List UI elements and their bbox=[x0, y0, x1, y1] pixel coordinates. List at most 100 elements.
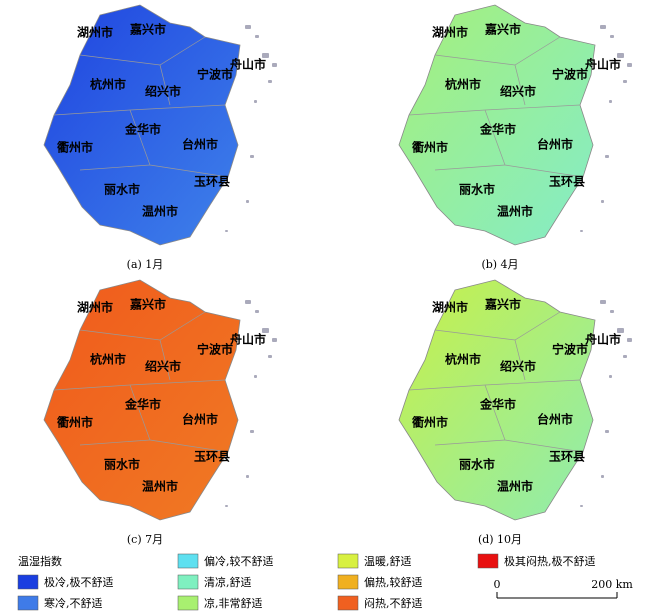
city-label: 台州市 bbox=[537, 137, 573, 152]
island bbox=[627, 338, 632, 342]
legend-label: 闷热,不舒适 bbox=[364, 596, 423, 610]
island bbox=[246, 475, 249, 478]
border bbox=[434, 439, 506, 446]
city-label: 嘉兴市 bbox=[129, 297, 166, 312]
island bbox=[245, 25, 251, 29]
city-label: 舟山市 bbox=[585, 332, 621, 347]
city-label: 台州市 bbox=[182, 412, 218, 427]
city-label: 湖州市 bbox=[432, 25, 468, 40]
island bbox=[225, 505, 228, 507]
city-label: 杭州市 bbox=[445, 352, 481, 367]
province-area bbox=[43, 279, 241, 521]
city-label: 衢州市 bbox=[412, 140, 448, 155]
legend-swatch bbox=[337, 595, 359, 611]
island bbox=[580, 230, 583, 232]
city-label: 衢州市 bbox=[57, 140, 93, 155]
island bbox=[601, 200, 604, 203]
city-label: 杭州市 bbox=[90, 352, 126, 367]
island bbox=[254, 375, 257, 378]
city-label: 嘉兴市 bbox=[129, 22, 166, 37]
city-label: 玉环县 bbox=[549, 175, 585, 189]
city-label: 湖州市 bbox=[77, 25, 113, 40]
legend-label: 凉,非常舒适 bbox=[204, 596, 263, 610]
province-area bbox=[398, 279, 596, 521]
city-label: 舟山市 bbox=[585, 57, 621, 72]
city-label: 温州市 bbox=[497, 479, 533, 494]
city-label: 丽水市 bbox=[459, 182, 495, 197]
island bbox=[272, 338, 277, 342]
legend-label: 偏热,较舒适 bbox=[364, 575, 423, 589]
city-label: 杭州市 bbox=[90, 77, 126, 92]
city-label: 衢州市 bbox=[412, 415, 448, 430]
island bbox=[262, 53, 269, 58]
province-area bbox=[398, 4, 596, 246]
panel-caption: (b) 4月 bbox=[481, 258, 518, 271]
maps: 湖州市 嘉兴市舟山市杭州市宁波市绍兴市金华市衢州市 台州市丽水市玉环县温州市湖州市嘉… bbox=[43, 4, 632, 521]
city-label: 金华市 bbox=[479, 122, 516, 137]
city-label: 温州市 bbox=[142, 204, 178, 219]
legend-label: 极其闷热,极不舒适 bbox=[504, 554, 596, 568]
panel-caption: (a) 1月 bbox=[127, 258, 164, 271]
island bbox=[623, 355, 627, 358]
island bbox=[627, 63, 632, 67]
island bbox=[623, 80, 627, 83]
city-label: 宁波市 bbox=[552, 67, 588, 82]
city-label: 宁波市 bbox=[552, 342, 588, 357]
island bbox=[268, 355, 272, 358]
city-label: 嘉兴市 bbox=[484, 297, 521, 312]
border bbox=[514, 64, 526, 106]
city-label: 杭州市 bbox=[445, 77, 481, 92]
legend-label: 极冷,极不舒适 bbox=[44, 575, 114, 589]
island bbox=[254, 100, 257, 103]
city-label: 嘉兴市 bbox=[484, 22, 521, 37]
city-label: 温州市 bbox=[142, 479, 178, 494]
legend-swatch bbox=[177, 574, 199, 590]
city-label: 湖州市 bbox=[432, 300, 468, 315]
city-label: 温州市 bbox=[497, 204, 533, 219]
city-label: 丽水市 bbox=[459, 457, 495, 472]
city-label: 绍兴市 bbox=[145, 359, 181, 374]
island bbox=[610, 35, 614, 38]
island bbox=[617, 53, 624, 58]
island bbox=[262, 328, 269, 333]
island bbox=[605, 155, 609, 158]
island bbox=[245, 300, 251, 304]
city-label: 丽水市 bbox=[104, 182, 140, 197]
island bbox=[272, 63, 277, 67]
city-label: 舟山市 bbox=[230, 57, 266, 72]
city-label: 玉环县 bbox=[549, 450, 585, 464]
island bbox=[580, 505, 583, 507]
island bbox=[610, 310, 614, 313]
island bbox=[617, 328, 624, 333]
border bbox=[79, 439, 151, 446]
city-label: 绍兴市 bbox=[500, 84, 536, 99]
city-label: 金华市 bbox=[124, 397, 161, 412]
city-label: 绍兴市 bbox=[145, 84, 181, 99]
island bbox=[246, 200, 249, 203]
scale-label: 0 bbox=[494, 578, 501, 591]
island bbox=[601, 475, 604, 478]
city-label: 台州市 bbox=[182, 137, 218, 152]
legend-swatch bbox=[337, 574, 359, 590]
legend-label: 温暖,舒适 bbox=[364, 554, 412, 568]
island bbox=[255, 310, 259, 313]
island bbox=[605, 430, 609, 433]
city-label: 玉环县 bbox=[194, 175, 230, 189]
city-label: 台州市 bbox=[537, 412, 573, 427]
border bbox=[514, 339, 526, 381]
legend-label: 寒冷,不舒适 bbox=[44, 596, 103, 610]
city-label: 湖州市 bbox=[77, 300, 113, 315]
island bbox=[600, 300, 606, 304]
city-label: 宁波市 bbox=[197, 342, 233, 357]
scale-bar: 0 200 km bbox=[494, 578, 633, 599]
island bbox=[225, 230, 228, 232]
island bbox=[609, 100, 612, 103]
legend-swatch bbox=[177, 595, 199, 611]
city-label: 舟山市 bbox=[230, 332, 266, 347]
city-label: 金华市 bbox=[124, 122, 161, 137]
